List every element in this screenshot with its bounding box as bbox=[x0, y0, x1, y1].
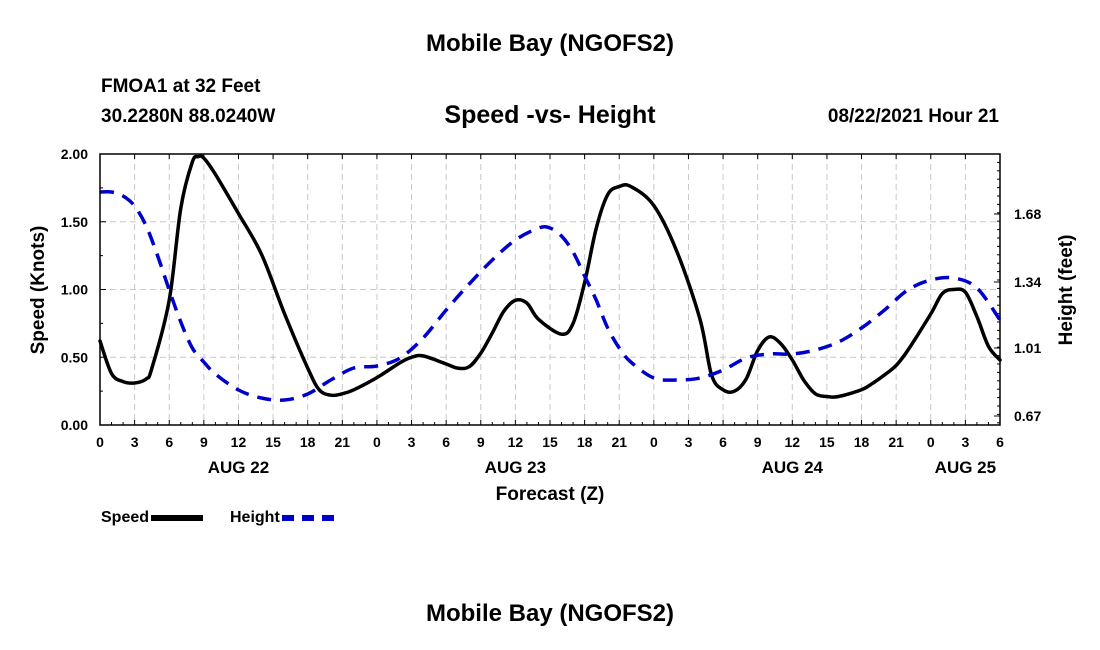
chart-title-bottom: Mobile Bay (NGOFS2) bbox=[425, 600, 675, 627]
x-axis-label: Forecast (Z) bbox=[496, 484, 605, 505]
x-tick-label: 18 bbox=[300, 434, 316, 450]
x-tick-label: 0 bbox=[96, 434, 104, 450]
axes: 0 3 6 9 12 15 18 21 0 3 6 9 12 15 18 21 0 3 6 9 12 15 18 21 0 3 6A… bbox=[61, 146, 1042, 477]
x-tick-label: 0 bbox=[650, 434, 658, 450]
y-axis-right-label: Height (feet) bbox=[1056, 235, 1077, 346]
x-tick-label: 9 bbox=[200, 434, 208, 450]
chart-title-top: Mobile Bay (NGOFS2) bbox=[425, 30, 675, 57]
x-day-label: AUG 25 bbox=[935, 458, 996, 477]
x-tick-label: 0 bbox=[373, 434, 381, 450]
x-tick-label: 3 bbox=[131, 434, 139, 450]
x-tick-label: 15 bbox=[819, 434, 835, 450]
y-right-tick-label: 0.67 bbox=[1014, 408, 1041, 424]
legend-speed: Speed bbox=[101, 509, 204, 527]
x-tick-label: 21 bbox=[335, 434, 351, 450]
x-tick-label: 9 bbox=[477, 434, 485, 450]
x-tick-label: 3 bbox=[408, 434, 416, 450]
legend-height-label: Height bbox=[230, 509, 280, 526]
y-right-tick-label: 1.01 bbox=[1014, 340, 1041, 356]
station-label: FMOA1 at 32 Feet bbox=[101, 76, 261, 97]
x-tick-label: 12 bbox=[508, 434, 524, 450]
x-day-label: AUG 23 bbox=[485, 458, 546, 477]
x-tick-label: 12 bbox=[231, 434, 247, 450]
y-left-tick-label: 1.00 bbox=[61, 282, 88, 298]
x-tick-label: 6 bbox=[165, 434, 173, 450]
x-tick-label: 12 bbox=[785, 434, 801, 450]
x-tick-label: 3 bbox=[961, 434, 969, 450]
grid-lines bbox=[100, 154, 1000, 425]
legend-height: Height bbox=[230, 509, 334, 527]
x-tick-label: 21 bbox=[611, 434, 627, 450]
x-tick-label: 18 bbox=[854, 434, 870, 450]
y-left-tick-label: 0.50 bbox=[61, 349, 88, 365]
y-right-tick-label: 1.34 bbox=[1014, 274, 1041, 290]
x-tick-label: 3 bbox=[685, 434, 693, 450]
series-line-speed bbox=[98, 154, 1002, 399]
x-tick-label: 21 bbox=[888, 434, 904, 450]
x-tick-label: 0 bbox=[927, 434, 935, 450]
coordinates-label: 30.2280N 88.0240W bbox=[101, 106, 276, 127]
x-tick-label: 6 bbox=[996, 434, 1004, 450]
series-lines bbox=[98, 154, 1002, 402]
y-right-tick-label: 1.68 bbox=[1014, 206, 1041, 222]
y-left-tick-label: 1.50 bbox=[61, 214, 88, 230]
legend-height-swatch bbox=[281, 515, 334, 521]
y-axis-left-label: Speed (Knots) bbox=[28, 226, 49, 355]
legend-speed-swatch bbox=[151, 515, 204, 521]
x-day-label: AUG 22 bbox=[208, 458, 269, 477]
x-tick-label: 15 bbox=[542, 434, 558, 450]
y-left-tick-label: 0.00 bbox=[61, 417, 88, 433]
legend-speed-label: Speed bbox=[101, 509, 150, 526]
forecast-datetime: 08/22/2021 Hour 21 bbox=[827, 106, 999, 127]
x-tick-label: 9 bbox=[754, 434, 762, 450]
y-left-tick-label: 2.00 bbox=[61, 146, 88, 162]
series-line-height bbox=[99, 189, 1002, 402]
x-tick-label: 6 bbox=[442, 434, 450, 450]
x-tick-label: 18 bbox=[577, 434, 593, 450]
x-tick-label: 6 bbox=[719, 434, 727, 450]
x-day-label: AUG 24 bbox=[762, 458, 824, 477]
x-tick-label: 15 bbox=[265, 434, 281, 450]
chart-subtitle: Speed -vs- Height bbox=[444, 101, 656, 129]
